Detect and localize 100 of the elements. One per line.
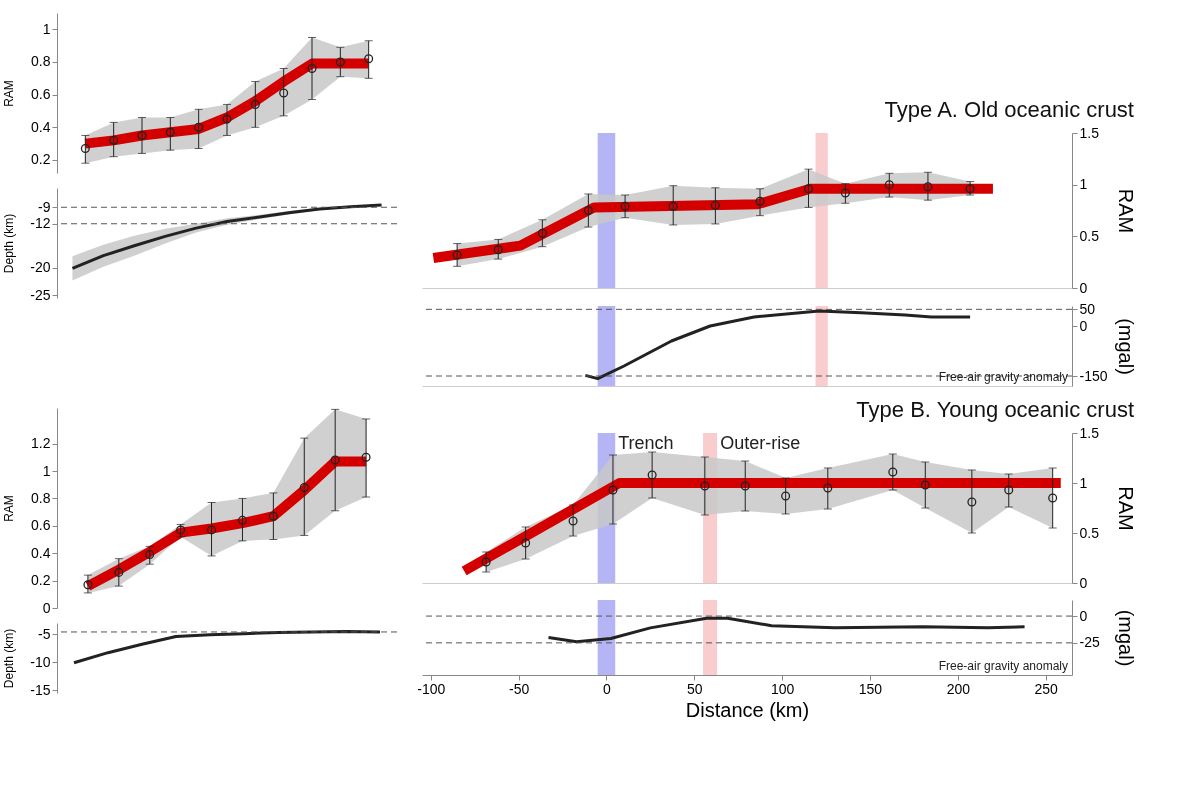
y-tick-label: 0.2 (31, 151, 51, 168)
y-tick-label: 0.2 (31, 572, 51, 589)
point (620, 201, 630, 211)
annotation: Free-air gravity anomaly (938, 370, 1068, 384)
chart-title: Type A. Old oceanic crust (884, 97, 1134, 122)
line-series (546, 616, 1027, 644)
point (668, 201, 678, 211)
y-tick-label: -10 (30, 653, 51, 670)
x-tick-label: -100 (417, 680, 446, 697)
point (803, 184, 814, 194)
y-tick-label: 1 (42, 20, 51, 37)
point (823, 483, 833, 493)
point (1048, 493, 1058, 503)
x-tick-label: 150 (858, 680, 883, 697)
y2-tick-label: 1 (1079, 474, 1088, 491)
point (740, 481, 750, 491)
y-tick-label: 0.6 (31, 86, 51, 103)
x-axis-title: Distance (km) (685, 698, 810, 721)
y2-tick-label: 0 (1079, 279, 1088, 296)
point (109, 135, 119, 145)
point (967, 497, 977, 507)
x-tick-label: 50 (687, 680, 703, 697)
point (330, 455, 340, 465)
point (237, 515, 247, 525)
point (165, 127, 175, 137)
y2-axis-title: (mgal) (1114, 609, 1137, 667)
y-tick-label: -5 (38, 625, 51, 642)
y2-tick-label: 0.5 (1079, 524, 1100, 541)
y2-tick-label: 0.5 (1079, 227, 1100, 244)
point (194, 122, 204, 132)
y2-tick-label: 1.5 (1079, 124, 1100, 141)
y2-tick-label: 0 (1079, 574, 1088, 591)
point (481, 557, 491, 567)
y2-axis-title: RAM (1114, 486, 1137, 531)
point (268, 511, 278, 521)
band-label: Trench (618, 433, 674, 453)
point (521, 538, 531, 548)
y-tick-label: 1 (42, 462, 51, 479)
y2-tick-label: -150 (1079, 367, 1108, 384)
point (452, 250, 462, 260)
x-tick-label: 250 (1034, 680, 1059, 697)
point (923, 182, 933, 192)
point (781, 491, 791, 501)
point (176, 525, 186, 535)
annotation: Free-air gravity anomaly (938, 659, 1068, 673)
y-axis-title: Depth (km) (1, 628, 16, 689)
y2-axis-title: RAM (1114, 188, 1137, 234)
y-tick-label: -15 (30, 681, 51, 698)
y-tick-label: -25 (30, 286, 51, 303)
point (80, 143, 90, 154)
point (568, 516, 578, 526)
y-tick-label: 0.8 (31, 53, 51, 70)
y-tick-label: 0.6 (31, 517, 51, 534)
point (145, 550, 155, 560)
point (250, 99, 260, 109)
point (137, 130, 147, 140)
y-axis-title: RAM (1, 80, 16, 107)
y-axis-title: RAM (1, 495, 16, 522)
point (583, 205, 593, 216)
point (364, 54, 374, 64)
chart-title: Type B. Young oceanic crust (856, 397, 1134, 422)
x-tick-label: 100 (770, 680, 795, 697)
point (307, 63, 317, 74)
y-tick-label: 1.2 (31, 435, 51, 452)
y-tick-label: -12 (30, 215, 51, 232)
y2-tick-label: -25 (1079, 634, 1100, 651)
point (888, 467, 898, 477)
point (1004, 485, 1014, 495)
y-tick-label: 0.4 (31, 118, 51, 135)
y2-tick-label: 0 (1079, 607, 1088, 624)
line-series (70, 203, 384, 270)
point (279, 88, 289, 98)
y-tick-label: 0.8 (31, 489, 51, 506)
point (608, 485, 618, 495)
point (361, 452, 371, 462)
point (114, 567, 124, 577)
point (840, 188, 850, 198)
y-tick-label: -20 (30, 259, 51, 276)
point (299, 482, 309, 492)
y2-tick-label: 1 (1079, 176, 1088, 193)
point (920, 480, 930, 490)
point (207, 525, 217, 535)
y-tick-label: 0 (42, 599, 51, 616)
point (647, 470, 657, 480)
x-tick-label: 200 (946, 680, 971, 697)
point (335, 57, 345, 67)
y-tick-label: 0.4 (31, 544, 51, 561)
point (537, 228, 547, 238)
x-tick-label: 0 (603, 680, 612, 697)
y2-tick-label: 0 (1079, 317, 1088, 334)
y2-tick-label: 1.5 (1079, 424, 1100, 441)
band-label: Outer-rise (720, 433, 801, 453)
point (884, 180, 894, 190)
y-tick-label: -9 (38, 198, 51, 215)
point (83, 580, 93, 590)
point (710, 200, 720, 210)
point (493, 245, 503, 255)
y-axis-title: Depth (km) (1, 213, 16, 274)
point (222, 114, 232, 124)
point (700, 481, 710, 491)
